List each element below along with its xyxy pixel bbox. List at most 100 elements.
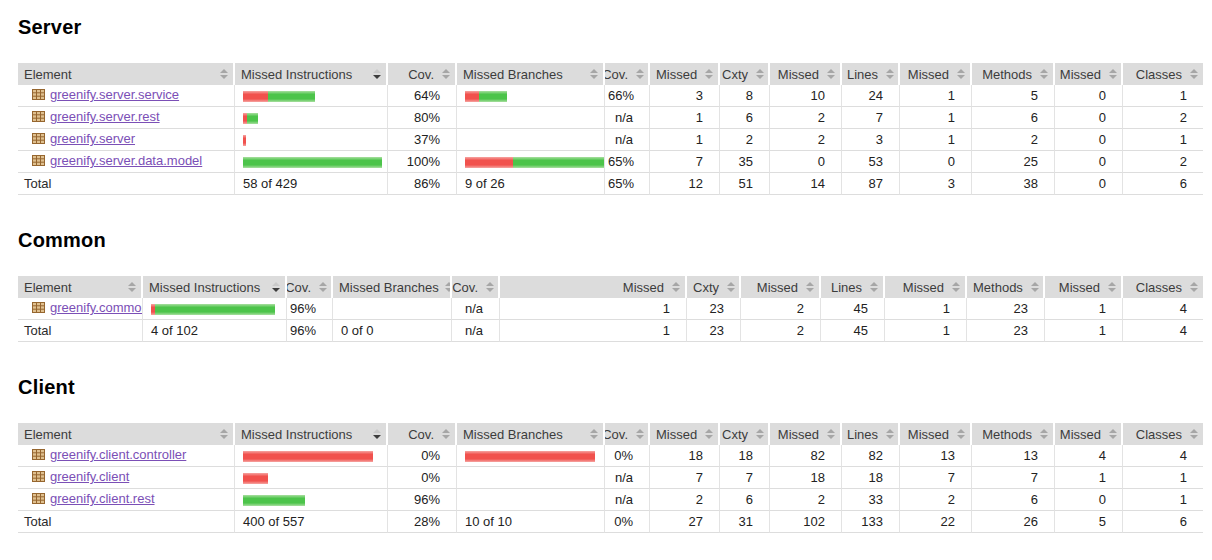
col-header-missed-5[interactable]: Missed [650,63,720,85]
cell-lines: 24 [842,85,900,107]
section-title: Common [18,229,1212,252]
cell-cxty: 35 [720,151,770,173]
col-header-missed-instructions-1[interactable]: Missed Instructions [235,63,388,85]
col-header-missed-11[interactable]: Missed [1045,276,1123,298]
sort-icon [1190,69,1199,79]
col-header-cxty-6[interactable]: Cxty [687,276,741,298]
col-header-methods-10[interactable]: Methods [967,276,1045,298]
col-header-element-0[interactable]: Element [18,276,143,298]
col-header-missed-9[interactable]: Missed [900,63,972,85]
bar-green-segment [155,304,275,315]
package-icon [32,470,45,483]
missed-instructions-bar-cell [143,298,287,320]
col-header-cxty-6[interactable]: Cxty [720,63,770,85]
cell-cxty: 8 [720,85,770,107]
col-header-element-0[interactable]: Element [18,423,235,445]
col-header-missed-5[interactable]: Missed [500,276,687,298]
col-header-missed-instructions-1[interactable]: Missed Instructions [235,423,388,445]
package-link[interactable]: greenify.client [50,469,129,484]
col-header-cov--2[interactable]: Cov. [388,63,457,85]
col-header-missed-branches-3[interactable]: Missed Branches [457,423,605,445]
col-header-lines-8[interactable]: Lines [842,63,900,85]
total-branch-coverage: 0% [605,511,650,533]
cell-missed-methods: 1 [900,85,972,107]
col-header-label: Missed [653,67,699,82]
total-label: Total [18,320,143,342]
instruction-coverage-cell: 0% [388,445,457,467]
col-header-label: Cov. [287,280,313,295]
total-missed-classes: 5 [1055,511,1123,533]
col-header-missed-7[interactable]: Missed [770,63,842,85]
cell-cxty: 6 [720,489,770,511]
sort-icon-active [272,282,281,292]
package-link[interactable]: greenify.client.controller [50,447,186,462]
cell-missed-lines: 2 [770,107,842,129]
sort-icon [756,429,764,439]
col-header-missed-5[interactable]: Missed [650,423,720,445]
col-header-label: Missed [1057,67,1103,82]
col-header-label: Cxty [720,427,750,442]
col-header-label: Classes [1133,427,1184,442]
col-header-missed-9[interactable]: Missed [885,276,967,298]
package-link[interactable]: greenify.client.rest [50,491,155,506]
cell-cxty: 2 [720,129,770,151]
cell-methods: 13 [972,445,1055,467]
col-header-label: Missed [775,427,821,442]
package-link[interactable]: greenify.server.rest [50,109,160,124]
col-header-label: Missed Instructions [238,427,352,442]
bar-red-segment [243,473,268,484]
cell-missed-lines: 18 [770,467,842,489]
cell-missed-methods: 13 [900,445,972,467]
section-title: Server [18,16,1212,39]
col-header-cov--4[interactable]: Cov. [605,423,650,445]
bar-green-segment [513,157,604,168]
col-header-cov--4[interactable]: Cov. [452,276,500,298]
total-missed-lines: 14 [770,173,842,195]
col-header-label: Missed Branches [336,280,439,295]
col-header-missed-11[interactable]: Missed [1055,63,1123,85]
col-header-lines-8[interactable]: Lines [842,423,900,445]
col-header-missed-instructions-1[interactable]: Missed Instructions [143,276,287,298]
instruction-coverage-cell: 100% [388,151,457,173]
col-header-cxty-6[interactable]: Cxty [720,423,770,445]
col-header-cov--2[interactable]: Cov. [388,423,457,445]
col-header-missed-7[interactable]: Missed [741,276,821,298]
cell-cxty: 6 [720,107,770,129]
table-row: greenify.server.service64%66%3810241501 [18,85,1203,107]
total-missed-instructions: 4 of 102 [143,320,287,342]
col-header-missed-9[interactable]: Missed [900,423,972,445]
col-header-missed-11[interactable]: Missed [1055,423,1123,445]
total-label: Total [18,173,235,195]
col-header-missed-7[interactable]: Missed [770,423,842,445]
sort-icon [128,282,137,292]
col-header-label: Methods [970,280,1025,295]
cell-cxty: 18 [720,445,770,467]
sort-icon [756,69,764,79]
section-common: CommonElementMissed InstructionsCov.Miss… [18,229,1212,342]
col-header-methods-10[interactable]: Methods [972,63,1055,85]
col-header-element-0[interactable]: Element [18,63,235,85]
col-header-methods-10[interactable]: Methods [972,423,1055,445]
branch-coverage-cell: 66% [605,85,650,107]
col-header-cov--4[interactable]: Cov. [605,63,650,85]
cell-missed-classes: 0 [1055,107,1123,129]
instruction-coverage-cell: 80% [388,107,457,129]
col-header-label: Cov. [405,427,436,442]
element-cell: greenify.server.rest [18,107,235,129]
package-link[interactable]: greenify.common [50,300,143,315]
package-link[interactable]: greenify.server.service [50,87,179,102]
col-header-classes-12[interactable]: Classes [1123,423,1203,445]
table-row: greenify.client.rest96%n/a262332601 [18,489,1203,511]
cell-missed-classes: 0 [1055,151,1123,173]
col-header-missed-branches-3[interactable]: Missed Branches [457,63,605,85]
sort-icon [1108,282,1117,292]
col-header-cov--2[interactable]: Cov. [287,276,333,298]
col-header-missed-branches-3[interactable]: Missed Branches [333,276,452,298]
section-server: ServerElementMissed InstructionsCov.Miss… [18,16,1212,195]
col-header-lines-8[interactable]: Lines [821,276,885,298]
col-header-classes-12[interactable]: Classes [1123,63,1203,85]
col-header-label: Missed Instructions [146,280,260,295]
package-link[interactable]: greenify.server.data.model [50,153,202,168]
col-header-classes-12[interactable]: Classes [1123,276,1203,298]
package-link[interactable]: greenify.server [50,131,135,146]
